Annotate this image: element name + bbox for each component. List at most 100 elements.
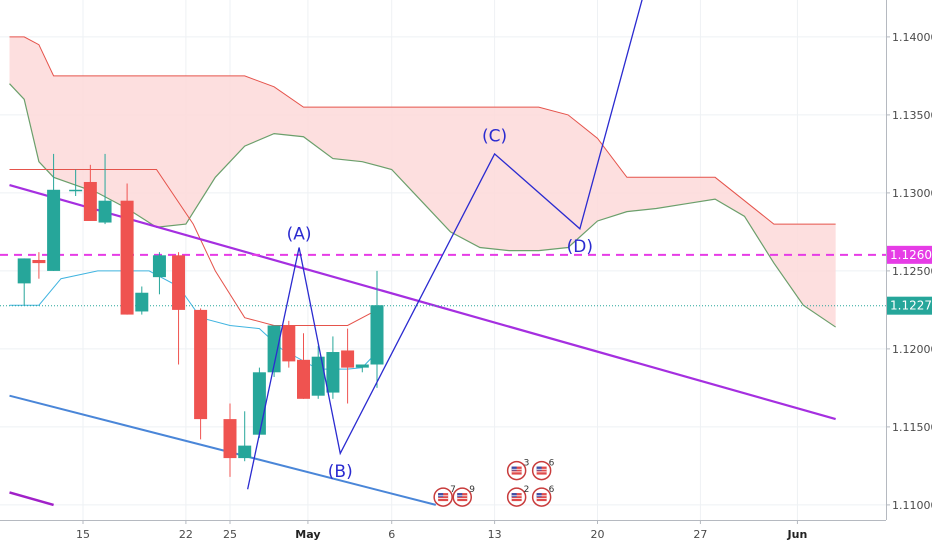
event-canton — [438, 493, 444, 498]
event-count: 9 — [469, 485, 475, 495]
candle — [223, 403, 237, 477]
candle — [341, 328, 355, 404]
candle — [135, 286, 149, 315]
base-line — [9, 169, 378, 326]
candle-body — [47, 189, 61, 271]
event-count: 2 — [524, 485, 530, 495]
economic-events[interactable]: 7 9 3 6 2 6 — [433, 459, 555, 507]
candle — [267, 325, 281, 377]
time-tick-label: 27 — [693, 528, 707, 541]
price-tick-label: 1.11000 — [892, 499, 932, 512]
candle-body — [69, 189, 83, 192]
wave-label: (A) — [287, 225, 312, 245]
candle-body — [223, 419, 237, 459]
event-canton — [536, 466, 542, 471]
candle-body — [267, 325, 281, 373]
candle-body — [32, 259, 46, 264]
candle — [120, 183, 134, 315]
level-price-badge[interactable] — [887, 245, 932, 264]
event-flag-icon[interactable]: 6 — [531, 485, 555, 507]
event-flag-icon[interactable]: 9 — [452, 485, 475, 507]
candle — [194, 308, 208, 440]
level-price-label: 1.12603 — [890, 248, 932, 262]
candle — [326, 336, 340, 399]
price-tick-label: 1.13000 — [892, 187, 932, 200]
candle-body — [172, 255, 186, 310]
wave-label: (B) — [328, 462, 353, 482]
time-tick-label: 25 — [223, 528, 237, 541]
event-canton — [511, 466, 517, 471]
candle-body — [252, 372, 266, 435]
candle-body — [282, 325, 296, 362]
candle-body — [17, 258, 31, 284]
candle — [311, 345, 325, 399]
candle — [370, 270, 384, 388]
time-tick-label: 6 — [388, 528, 395, 541]
candle — [17, 258, 31, 306]
event-count: 7 — [450, 485, 456, 495]
candle-body — [370, 305, 384, 365]
price-tick-label: 1.14000 — [892, 31, 932, 44]
event-flag-icon[interactable]: 6 — [531, 459, 555, 481]
candle-body — [311, 356, 325, 396]
last-price-label: 1.12277 — [890, 299, 932, 313]
candle-body — [194, 309, 208, 420]
candle — [32, 252, 46, 279]
price-tick-label: 1.12000 — [892, 343, 932, 356]
candle-body — [120, 200, 134, 315]
candle-body — [152, 255, 166, 278]
wave-label: (D) — [567, 237, 593, 257]
event-count: 6 — [549, 459, 555, 469]
candle — [238, 411, 252, 462]
time-tick-label: 20 — [591, 528, 605, 541]
leading-span-b — [9, 36, 836, 225]
candle-body — [355, 364, 369, 368]
candle — [69, 169, 83, 197]
event-count: 6 — [549, 485, 555, 495]
candle-body — [238, 445, 252, 459]
candle — [83, 164, 97, 221]
candle-body — [83, 181, 97, 221]
lower-trendline[interactable] — [9, 394, 437, 506]
event-flag-icon[interactable]: 3 — [506, 459, 530, 481]
wave-line[interactable] — [247, 0, 649, 490]
candle — [98, 153, 112, 225]
candle — [355, 364, 369, 373]
event-canton — [536, 493, 542, 498]
event-count: 3 — [524, 459, 530, 469]
price-tick-label: 1.13500 — [892, 109, 932, 122]
candle-body — [341, 350, 355, 368]
upper-trendline[interactable] — [9, 184, 836, 421]
price-axis[interactable]: 1.14000 1.13500 1.13000 1.12500 1.12000 1.115… — [886, 0, 932, 520]
time-tick-label: 15 — [76, 528, 90, 541]
event-canton — [511, 493, 517, 498]
candle — [282, 320, 296, 368]
wave-path[interactable]: (A) (B) (C) (D) — [247, 0, 649, 490]
event-canton — [457, 493, 463, 498]
candle — [152, 252, 166, 295]
time-axis[interactable]: 15 22 25 May 6 13 20 27 Jun — [0, 520, 886, 541]
candle-body — [98, 200, 112, 223]
time-tick-label: 13 — [488, 528, 502, 541]
candle-body — [135, 292, 149, 312]
candle — [297, 333, 310, 399]
candle — [172, 252, 186, 365]
candle-body — [297, 359, 310, 399]
candle — [252, 367, 266, 438]
candle — [47, 153, 61, 271]
last-price-badge[interactable] — [887, 296, 932, 315]
wave-label: (C) — [482, 126, 507, 146]
time-tick-label: 22 — [179, 528, 193, 541]
trendlines[interactable] — [9, 184, 836, 507]
time-tick-label: May — [295, 528, 320, 541]
event-flag-icon[interactable]: 7 — [433, 485, 456, 507]
candles — [17, 153, 384, 477]
candle-body — [326, 352, 340, 393]
event-flag-icon[interactable]: 2 — [506, 485, 530, 507]
price-tick-label: 1.12500 — [892, 265, 932, 278]
time-tick-label: Jun — [787, 528, 808, 541]
cloud-fill — [9, 36, 836, 328]
price-tick-label: 1.11500 — [892, 421, 932, 434]
lower-trendline-2[interactable] — [9, 491, 54, 507]
